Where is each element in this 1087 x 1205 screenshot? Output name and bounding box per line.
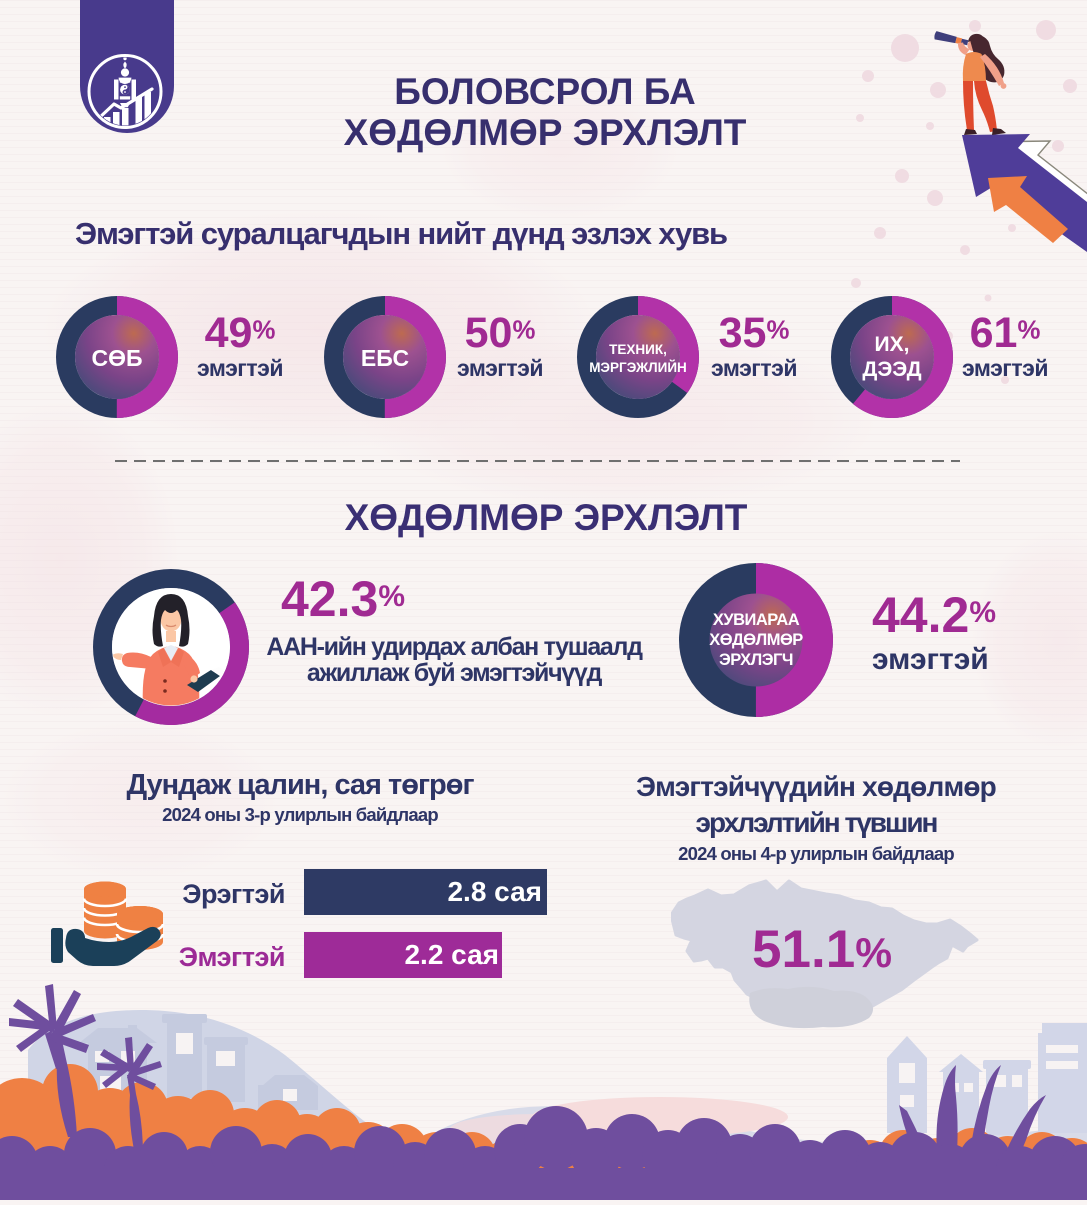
svg-text:ЕБС: ЕБС [361, 345, 409, 371]
svg-text:ЭРХЛЭГЧ: ЭРХЛЭГЧ [719, 651, 793, 669]
svg-text:ХУВИАРАА: ХУВИАРАА [713, 611, 800, 629]
svg-text:СӨБ: СӨБ [91, 345, 142, 371]
svg-text:МЭРГЭЖЛИЙН: МЭРГЭЖЛИЙН [589, 360, 687, 375]
svg-text:ИХ,: ИХ, [875, 333, 910, 356]
svg-text:ТЕХНИК,: ТЕХНИК, [609, 342, 667, 357]
svg-text:ХӨДӨЛМӨР: ХӨДӨЛМӨР [709, 631, 803, 649]
svg-text:ДЭЭД: ДЭЭД [862, 358, 921, 381]
